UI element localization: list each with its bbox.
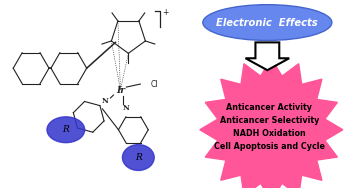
Text: N: N xyxy=(123,104,130,112)
Polygon shape xyxy=(246,42,289,70)
Text: Electronic  Effects: Electronic Effects xyxy=(216,18,318,28)
Text: +: + xyxy=(162,8,168,17)
Text: Ir: Ir xyxy=(116,86,125,94)
Ellipse shape xyxy=(122,145,154,170)
Text: R: R xyxy=(63,125,69,134)
Text: Anticancer Activity: Anticancer Activity xyxy=(226,103,312,112)
Text: Cl: Cl xyxy=(150,80,158,89)
Text: N: N xyxy=(102,97,109,105)
Ellipse shape xyxy=(47,117,85,143)
Text: R: R xyxy=(135,153,142,162)
Text: NADH Oxidation: NADH Oxidation xyxy=(233,129,306,138)
Polygon shape xyxy=(200,58,343,189)
Ellipse shape xyxy=(203,5,332,40)
Text: Cell Apoptosis and Cycle: Cell Apoptosis and Cycle xyxy=(214,142,325,151)
Text: Anticancer Selectivity: Anticancer Selectivity xyxy=(220,116,319,125)
